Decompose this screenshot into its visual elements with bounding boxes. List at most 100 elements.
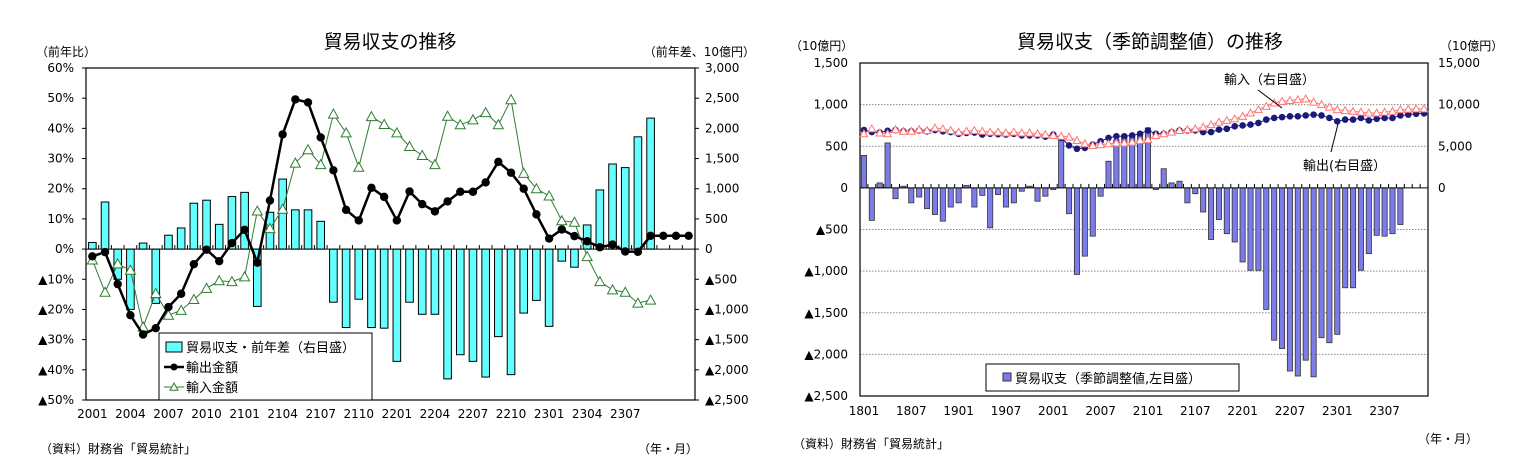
chart1-legend-swatch-bar (165, 341, 183, 353)
chart2-bar (1381, 187, 1388, 237)
chart2-legend-label: 貿易収支（季節調整値,左目盛） (1015, 371, 1201, 387)
chart2-import-marker (985, 127, 995, 136)
chart1-bar (608, 163, 617, 250)
chart1-export-marker (633, 247, 643, 257)
chart1-right-tick-label: 2,000 (705, 121, 739, 135)
chart1-right-tick-label: 500 (705, 212, 728, 226)
chart2-left-axis-label: （10億円） (790, 39, 853, 53)
chart2-import-marker (946, 125, 956, 134)
chart2-bar (1342, 187, 1349, 289)
chart2-left-tick-label: 500 (825, 139, 848, 153)
chart2-import-marker (938, 123, 948, 133)
chart2-bar (1073, 187, 1080, 275)
chart1-bar (633, 136, 643, 250)
chart2-import-marker (1293, 94, 1303, 104)
chart2-export-marker (1404, 111, 1412, 118)
chart2-bar (1302, 187, 1309, 361)
chart2-import-marker (1332, 104, 1342, 114)
chart1-bar (620, 167, 630, 250)
chart1-export-marker (341, 205, 351, 215)
chart2-bar (1223, 187, 1230, 235)
chart2-bar (979, 187, 986, 196)
chart2-x-tick-label: 1801 (849, 404, 880, 418)
chart1-bar (557, 248, 567, 262)
chart1-bar (176, 227, 186, 250)
chart2-x-tick-label: 2201 (1227, 404, 1258, 418)
chart2-import-marker (930, 123, 940, 132)
chart1-left-tick-label: 20% (47, 182, 74, 196)
chart1-left-tick-label: ▲20% (38, 302, 74, 316)
chart2-bar (939, 187, 946, 222)
chart2-import-marker (875, 128, 885, 137)
chart1-export-marker (532, 210, 541, 219)
chart2-import-marker (977, 126, 987, 135)
chart2-bar (1350, 187, 1357, 289)
chart2-bar (987, 187, 994, 229)
chart1-export-marker (227, 238, 237, 248)
chart1-bar (481, 248, 490, 378)
chart1-export-marker (582, 237, 592, 246)
chart2-bar (971, 187, 978, 208)
chart2-import-marker (914, 124, 924, 134)
chart1-export-marker (100, 247, 110, 257)
chart2-legend-box (985, 363, 1240, 392)
chart1-x-tick-label: 2301 (534, 407, 565, 421)
chart1-legend-marker-import (169, 381, 179, 391)
chart2-xlabel: （年・月） (1418, 432, 1478, 446)
chart2-import-marker (1277, 96, 1287, 105)
chart2-export-marker (1373, 115, 1381, 123)
chart2-export-marker (1310, 111, 1317, 118)
chart2-export-marker (1294, 112, 1302, 120)
chart1-export-marker (126, 310, 135, 320)
chart1-bar (316, 220, 326, 250)
chart2-import-marker (1072, 135, 1082, 144)
chart2-export-marker (1247, 121, 1254, 128)
chart2-export-marker (1144, 127, 1152, 134)
chart1-bar (443, 248, 452, 380)
chart1-export-marker (379, 192, 389, 202)
chart2-import-marker (969, 125, 980, 134)
chart2-bar (1184, 187, 1191, 204)
chart1-bar (189, 202, 199, 250)
chart1-bar (88, 241, 97, 250)
chart1-export-marker (113, 279, 122, 289)
chart1-import-marker (467, 113, 479, 125)
chart2-x-tick-label: 1907 (991, 404, 1022, 418)
chart1-import-marker (581, 250, 594, 262)
chart1-import-marker (175, 304, 188, 315)
chart1-export-marker (278, 130, 287, 139)
chart2-bar (1389, 187, 1396, 235)
chart1-import-marker (479, 106, 492, 118)
chart2-bar (1231, 187, 1238, 243)
chart2-legend-swatch (1002, 372, 1012, 382)
chart2-import-marker (890, 124, 901, 134)
chart2-x-tick-label: 2001 (1038, 404, 1069, 418)
chart1-export-marker (151, 323, 160, 333)
chart2-bar (1239, 187, 1246, 263)
chart2-import-marker (1316, 99, 1327, 109)
chart2-bar (1200, 187, 1207, 213)
chart1-import-marker (593, 275, 606, 287)
chart2-bar (931, 187, 938, 215)
chart1-bar (417, 248, 427, 315)
chart1-bar (430, 248, 440, 315)
chart2-bar (1326, 187, 1333, 344)
chart1-import-marker (226, 275, 238, 287)
chart1-export-marker (88, 252, 97, 261)
chart1-legend-label: 輸入金額 (186, 380, 238, 396)
chart2-left-tick-label: ▲500 (816, 223, 848, 237)
chart1-import-marker (619, 286, 632, 297)
chart2-export-marker (1120, 132, 1128, 140)
chart1-import-marker (568, 216, 581, 227)
chart2-import-marker (1048, 130, 1058, 139)
chart2-bar (1113, 139, 1120, 189)
chart2-import-marker (1395, 104, 1406, 114)
chart2-import-marker (1017, 128, 1027, 137)
chart1-left-tick-label: 30% (47, 152, 74, 166)
chart1-bar (544, 248, 554, 327)
chart2-import-marker (922, 125, 932, 134)
chart1-left-tick-label: 10% (47, 212, 74, 226)
chart1-bar (341, 248, 351, 329)
